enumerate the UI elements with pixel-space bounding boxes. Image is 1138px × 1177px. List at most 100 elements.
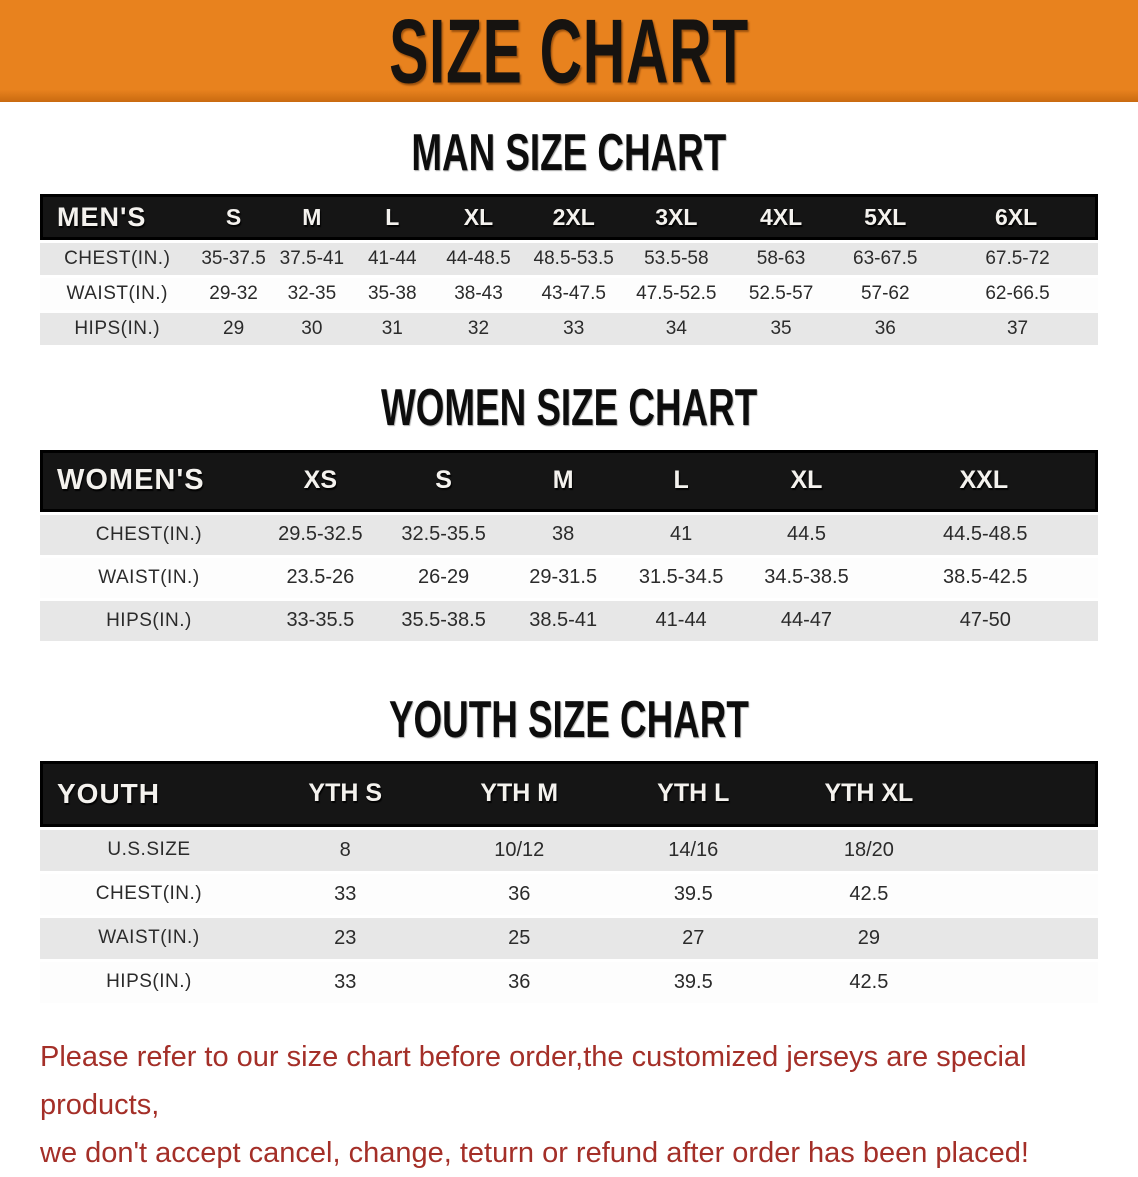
table-row: CHEST(IN.) 35-37.5 37.5-41 41-44 44-48.5 48.5…: [40, 240, 1098, 276]
women-size-table: WOMEN'S XS S M L XL XXL CHEST(IN.) 29.5-32.5 32.…: [40, 449, 1098, 641]
table-row: HIPS(IN.) 33-35.5 35.5-38.5 38.5-41 41-44 44-…: [40, 597, 1098, 641]
size-value-cell: 32.5-35.5: [382, 511, 505, 555]
size-column-header: XS: [257, 449, 383, 512]
youth-heading-text: YOUTH SIZE CHART: [389, 689, 749, 748]
size-value-cell: 29-31.5: [504, 554, 622, 598]
size-value-cell: 41: [621, 511, 741, 555]
row-label: HIPS(IN.): [40, 597, 258, 641]
size-column-header: 2XL: [523, 194, 624, 241]
size-value-cell: 18/20: [780, 826, 958, 871]
size-column-header: YTH XL: [780, 760, 958, 827]
table-group-label: YOUTH: [40, 760, 258, 827]
men-size-table: MEN'S S M L XL 2XL 3XL 4XL 5XL 6XL CHEST(IN.) 35-3…: [40, 194, 1098, 346]
size-column-header: M: [272, 194, 352, 241]
size-value-cell: 14/16: [606, 826, 781, 871]
size-value-cell: 37: [937, 310, 1098, 345]
size-chart-banner: SIZE CHART: [0, 0, 1138, 102]
size-value-cell: 38.5-41: [504, 597, 622, 641]
disclaimer-line-2: we don't accept cancel, change, teturn o…: [40, 1136, 1029, 1169]
size-value-cell: 29: [194, 310, 273, 345]
table-row: CHEST(IN.) 33 36 39.5 42.5: [40, 870, 1098, 915]
men-section-heading: MAN SIZE CHART: [0, 122, 1138, 182]
size-value-cell: 33: [523, 310, 624, 345]
size-value-cell: 33: [257, 870, 433, 915]
size-value-cell: 33: [257, 958, 433, 1003]
size-value-cell: 34.5-38.5: [740, 554, 873, 598]
size-value-cell: 44-47: [740, 597, 873, 641]
size-column-header: 6XL: [937, 194, 1098, 241]
disclaimer-text: Please refer to our size chart before or…: [40, 1033, 1138, 1177]
size-value-cell: 26-29: [382, 554, 505, 598]
size-value-cell: 35-38: [351, 275, 434, 310]
row-label: WAIST(IN.): [40, 914, 258, 959]
size-value-cell: 44-48.5: [433, 240, 524, 275]
size-value-cell: 41-44: [621, 597, 741, 641]
men-header-row: MEN'S S M L XL 2XL 3XL 4XL 5XL 6XL: [40, 194, 1098, 241]
size-value-cell: 52.5-57: [728, 275, 834, 310]
table-group-label: MEN'S: [40, 194, 195, 241]
size-value-cell: 39.5: [606, 958, 781, 1003]
disclaimer-line-1: Please refer to our size chart before or…: [40, 1040, 1027, 1121]
size-column-header: S: [382, 449, 505, 512]
size-value-cell: 48.5-53.5: [523, 240, 624, 275]
size-column-header: YTH S: [257, 760, 433, 827]
size-value-cell: 58-63: [728, 240, 834, 275]
size-value-cell: 23.5-26: [257, 554, 383, 598]
size-value-cell: 38-43: [433, 275, 524, 310]
table-row: HIPS(IN.) 29 30 31 32 33 34 35 36 37: [40, 310, 1098, 346]
row-label: HIPS(IN.): [40, 310, 195, 345]
size-value-cell: 30: [272, 310, 352, 345]
size-value-cell: 10/12: [432, 826, 606, 871]
size-value-cell: 47.5-52.5: [623, 275, 729, 310]
size-value-cell: 27: [606, 914, 781, 959]
size-value-cell: 39.5: [606, 870, 781, 915]
size-value-cell: 29.5-32.5: [257, 511, 383, 555]
size-column-header: M: [504, 449, 622, 512]
men-heading-text: MAN SIZE CHART: [411, 122, 727, 182]
size-value-cell: 29-32: [194, 275, 273, 310]
spacer-cell: [957, 826, 1098, 871]
size-value-cell: 63-67.5: [833, 240, 938, 275]
size-value-cell: 37.5-41: [272, 240, 352, 275]
size-value-cell: 43-47.5: [523, 275, 624, 310]
size-value-cell: 44.5: [740, 511, 873, 555]
size-value-cell: 42.5: [780, 958, 958, 1003]
size-value-cell: 57-62: [833, 275, 938, 310]
spacer-cell: [957, 914, 1098, 959]
size-value-cell: 29: [780, 914, 958, 959]
women-section-heading: WOMEN SIZE CHART: [0, 378, 1138, 437]
size-column-header: 3XL: [623, 194, 729, 241]
table-row: U.S.SIZE 8 10/12 14/16 18/20: [40, 826, 1098, 871]
spacer-cell: [957, 760, 1098, 827]
size-value-cell: 32-35: [272, 275, 352, 310]
table-group-label: WOMEN'S: [40, 449, 258, 512]
women-heading-text: WOMEN SIZE CHART: [380, 378, 758, 437]
youth-header-row: YOUTH YTH S YTH M YTH L YTH XL: [40, 760, 1098, 827]
youth-size-table: YOUTH YTH S YTH M YTH L YTH XL U.S.SIZE 8 10/1…: [40, 760, 1098, 1003]
size-value-cell: 8: [257, 826, 433, 871]
size-value-cell: 44.5-48.5: [872, 511, 1098, 555]
size-value-cell: 32: [433, 310, 524, 345]
spacer-cell: [957, 958, 1098, 1003]
size-column-header: 5XL: [833, 194, 938, 241]
size-column-header: XL: [433, 194, 524, 241]
size-column-header: 4XL: [728, 194, 834, 241]
size-value-cell: 34: [623, 310, 729, 345]
size-column-header: S: [194, 194, 273, 241]
spacer-cell: [957, 870, 1098, 915]
size-value-cell: 36: [432, 870, 606, 915]
size-value-cell: 38.5-42.5: [872, 554, 1098, 598]
size-value-cell: 67.5-72: [937, 240, 1098, 275]
size-column-header: XXL: [872, 449, 1098, 512]
table-row: WAIST(IN.) 29-32 32-35 35-38 38-43 43-47.5 47.…: [40, 275, 1098, 311]
size-value-cell: 36: [432, 958, 606, 1003]
row-label: CHEST(IN.): [40, 511, 258, 555]
size-value-cell: 35-37.5: [194, 240, 273, 275]
size-value-cell: 41-44: [351, 240, 434, 275]
size-value-cell: 35: [728, 310, 834, 345]
size-value-cell: 25: [432, 914, 606, 959]
row-label: HIPS(IN.): [40, 958, 258, 1003]
size-value-cell: 31.5-34.5: [621, 554, 741, 598]
size-value-cell: 31: [351, 310, 434, 345]
row-label: WAIST(IN.): [40, 275, 195, 310]
